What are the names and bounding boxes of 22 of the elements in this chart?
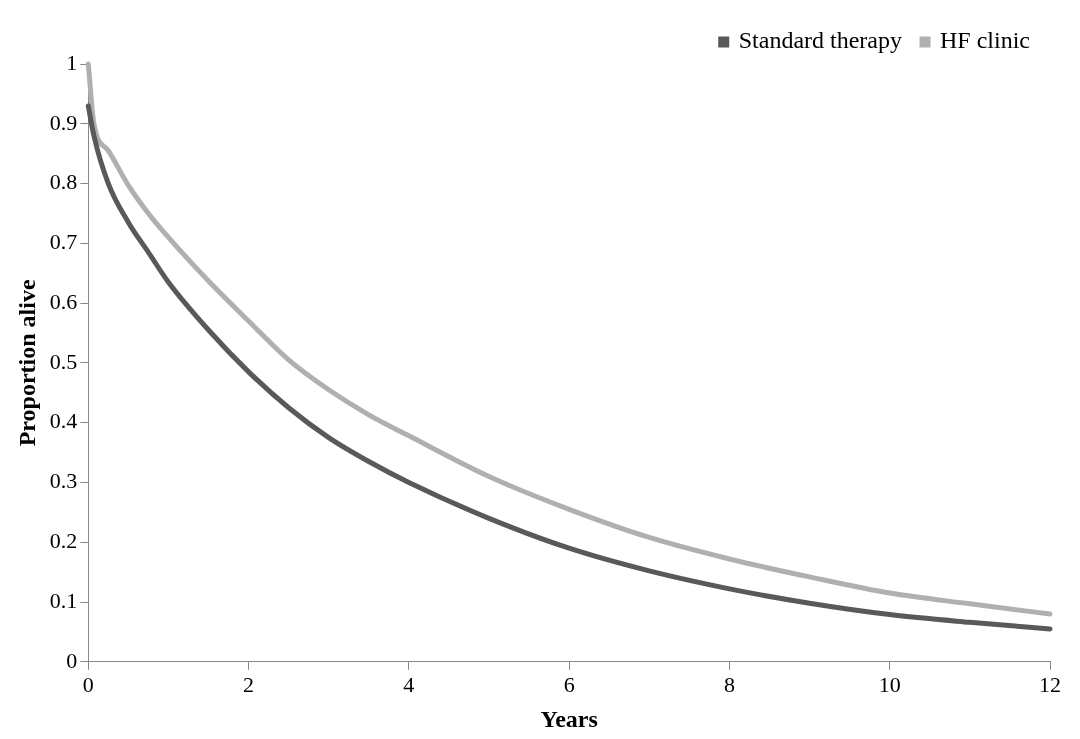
- y-axis-title: Proportion alive: [13, 279, 40, 447]
- y-tick-label: 0.9: [49, 109, 78, 135]
- legend-label: HF clinic: [940, 27, 1031, 54]
- x-tick-label: 2: [243, 671, 255, 697]
- y-tick-label: 0.8: [49, 169, 78, 195]
- y-tick-label: 0.3: [49, 468, 78, 494]
- x-tick-label: 8: [723, 671, 735, 697]
- y-tick-label: 0: [66, 647, 78, 673]
- legend-label: Standard therapy: [738, 27, 903, 54]
- x-tick-label: 10: [878, 671, 901, 697]
- y-tick-label: 0.1: [49, 587, 78, 613]
- y-tick-label: 0.5: [49, 348, 78, 374]
- y-tick-label: 1: [66, 49, 78, 75]
- x-tick-label: 0: [82, 671, 94, 697]
- x-tick-label: 12: [1039, 671, 1061, 697]
- y-tick-label: 0.2: [49, 528, 78, 554]
- x-tick-label: 6: [563, 671, 575, 697]
- x-axis-title: Years: [540, 705, 598, 732]
- y-tick-label: 0.7: [49, 229, 78, 255]
- y-tick-label: 0.4: [49, 408, 78, 434]
- y-tick-label: 0.6: [49, 288, 78, 314]
- x-tick-label: 4: [403, 671, 415, 697]
